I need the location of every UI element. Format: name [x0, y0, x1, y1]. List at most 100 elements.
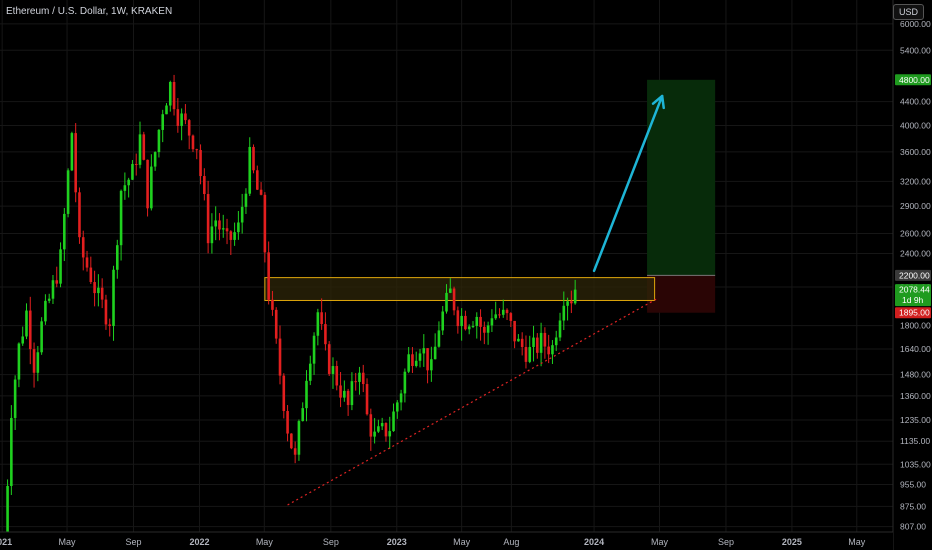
candle-body	[422, 348, 426, 354]
candle-body	[138, 134, 142, 165]
candle-body	[59, 249, 62, 284]
candle-body	[445, 292, 448, 312]
x-tick-label: 2021	[0, 537, 12, 547]
candle-body	[229, 231, 233, 240]
candle-body	[168, 81, 172, 106]
candle-body	[407, 354, 410, 372]
candle-body	[214, 220, 217, 227]
candle-body	[414, 360, 418, 367]
candle-body	[63, 213, 66, 250]
candle-body	[365, 384, 369, 415]
candle-body	[483, 326, 486, 333]
candle-body	[369, 414, 373, 437]
candle-body	[187, 120, 191, 136]
candle-body	[108, 324, 112, 326]
candle-body	[93, 282, 96, 294]
candle-body	[237, 222, 240, 233]
candle-body	[335, 366, 339, 386]
price-label: 2200.00	[899, 270, 930, 280]
candle-body	[520, 338, 524, 348]
candle-body	[74, 133, 77, 193]
candle-body	[119, 190, 123, 246]
candle-body	[10, 417, 13, 486]
candle-body	[471, 325, 475, 327]
candle-body	[380, 423, 384, 427]
candle-body	[263, 194, 267, 253]
candle-body	[475, 316, 479, 326]
candle-body	[448, 288, 452, 293]
candle-body	[509, 313, 513, 321]
candle-body	[44, 300, 47, 322]
y-tick-label: 3600.00	[900, 147, 931, 157]
candle-body	[17, 343, 21, 380]
candle-body	[21, 336, 25, 344]
candle-body	[293, 448, 297, 455]
candle-body	[392, 411, 395, 432]
y-tick-label: 1360.00	[900, 391, 931, 401]
price-label: 1895.00	[899, 308, 930, 318]
candle-body	[89, 267, 93, 283]
y-tick-label: 4000.00	[900, 121, 931, 131]
support-trendline	[287, 297, 659, 506]
candle-body	[517, 338, 520, 342]
time-axis-bg	[0, 532, 893, 550]
y-tick-label: 1800.00	[900, 321, 931, 331]
candle-body	[195, 149, 199, 151]
candle-body	[388, 431, 392, 437]
y-tick-label: 1480.00	[900, 370, 931, 380]
price-label-badge	[895, 269, 931, 281]
candle-body	[180, 113, 183, 126]
candle-body	[327, 344, 331, 374]
x-tick-label: May	[848, 537, 866, 547]
x-tick-label: Sep	[323, 537, 339, 547]
y-tick-label: 1640.00	[900, 344, 931, 354]
candle-body	[456, 310, 460, 327]
candle-body	[256, 170, 259, 190]
candle-body	[343, 390, 346, 398]
candle-body	[112, 269, 115, 326]
candle-body	[331, 366, 335, 374]
x-tick-label: Aug	[503, 537, 519, 547]
target-arrow-head	[651, 94, 665, 110]
candle-body	[199, 149, 202, 177]
currency-button[interactable]: USD	[892, 4, 924, 20]
price-label: 2078.44	[899, 285, 930, 295]
candle-body	[210, 226, 214, 244]
target-zone	[647, 79, 716, 276]
price-label-badge	[895, 284, 931, 307]
y-tick-label: 2600.00	[900, 228, 931, 238]
candle-body	[203, 176, 206, 195]
candle-body	[324, 324, 327, 345]
candle-body	[142, 134, 146, 160]
x-tick-label: May	[453, 537, 471, 547]
y-tick-label: 1135.00	[900, 436, 930, 446]
y-tick-label: 4400.00	[900, 97, 931, 107]
candle-body	[40, 321, 43, 353]
candle-body	[290, 433, 293, 449]
candle-body	[221, 228, 225, 230]
candle-body	[490, 318, 494, 326]
y-tick-label: 875.00	[900, 501, 926, 511]
candle-body	[354, 381, 357, 383]
price-label-badge	[895, 307, 931, 319]
candle-body	[532, 337, 535, 348]
candle-body	[32, 349, 36, 373]
candle-body	[501, 309, 505, 315]
candle-body	[403, 371, 407, 394]
candle-body	[134, 163, 138, 165]
candle-body	[100, 287, 104, 300]
candle-body	[13, 379, 17, 418]
candle-body	[233, 232, 236, 240]
candle-body	[573, 289, 577, 304]
candle-body	[498, 314, 501, 316]
candle-body	[104, 299, 108, 325]
candle-body	[127, 179, 130, 186]
candle-body	[66, 170, 70, 214]
candle-body	[437, 330, 441, 347]
candle-body	[97, 287, 100, 294]
candle-body	[384, 423, 388, 437]
candle-body	[305, 380, 308, 409]
x-tick-label: Sep	[126, 537, 142, 547]
